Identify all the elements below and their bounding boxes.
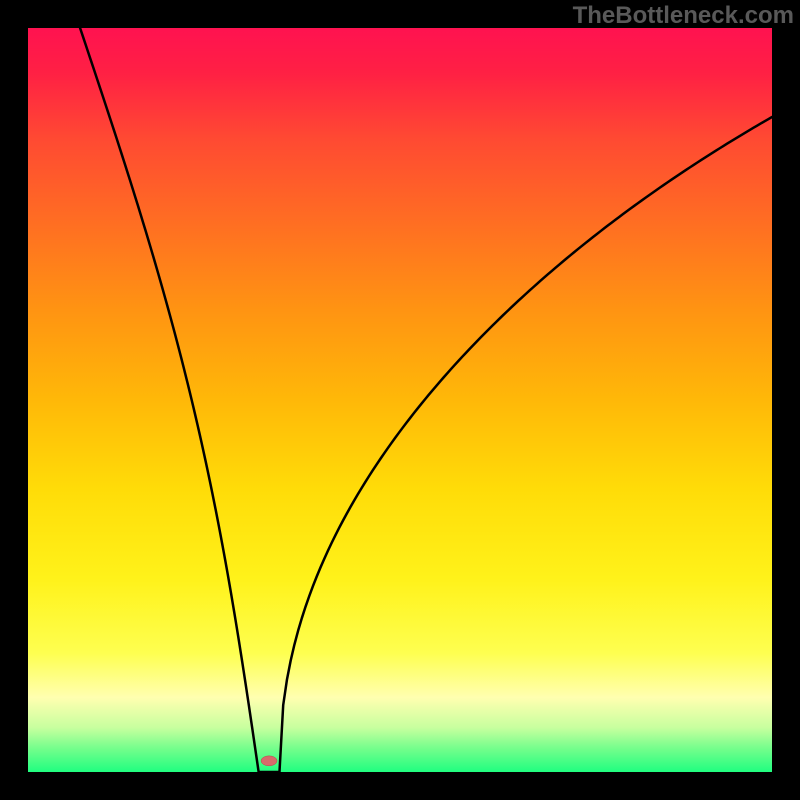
minimum-marker [261, 756, 277, 766]
chart-container: TheBottleneck.com [0, 0, 800, 800]
plot-background-gradient [28, 28, 772, 772]
watermark-text: TheBottleneck.com [573, 2, 794, 30]
bottleneck-chart [0, 0, 800, 800]
